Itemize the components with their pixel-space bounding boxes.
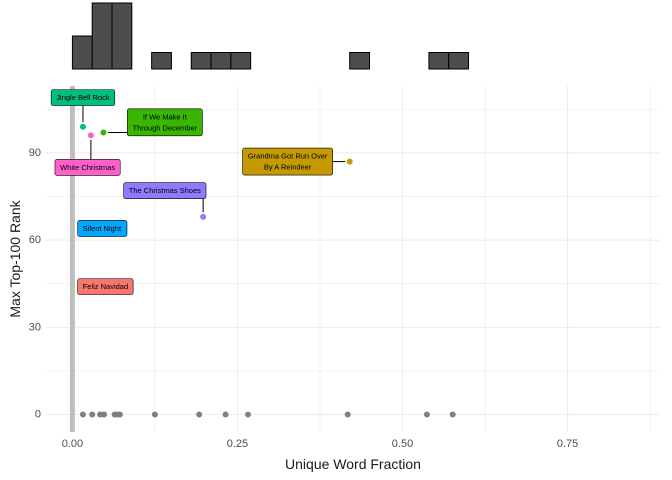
callout: White Christmas: [54, 139, 121, 176]
data-point: [449, 411, 456, 418]
callout-box: [77, 278, 134, 295]
data-point: [346, 158, 353, 165]
x-tick-label: 0.75: [557, 438, 578, 450]
callout-label-text: By A Reindeer: [264, 163, 312, 172]
top-histogram: [71, 2, 470, 70]
histogram-bar: [71, 35, 93, 70]
callout-label-text: If We Make It: [143, 112, 188, 121]
callout-label-text: Feliz Navidad: [83, 282, 128, 291]
callout-label-text: The Christmas Shoes: [129, 186, 201, 195]
x-tick-label: 0.25: [227, 438, 248, 450]
song-callouts: Feliz Navidad Silent Night White Christmas…: [50, 89, 346, 295]
y-tick-label: 90: [29, 147, 41, 159]
histogram-bar: [428, 52, 450, 70]
callout-label-text: Jingle Bell Rock: [56, 93, 110, 102]
callout-label-text: Grandma Got Run Over: [248, 152, 328, 161]
data-point: [151, 411, 158, 418]
callout: The Christmas Shoes: [123, 182, 207, 213]
data-point: [79, 411, 86, 418]
x-tick-label: 0.00: [62, 438, 83, 450]
callout: Feliz Navidad: [77, 278, 134, 295]
y-axis-title: Max Top-100 Rank: [7, 199, 23, 317]
histogram-bar: [210, 52, 232, 70]
callout-box: [123, 182, 207, 199]
data-point: [222, 411, 229, 418]
callout: Grandma Got Run Over By A Reindeer: [242, 147, 346, 176]
callout-box: [242, 147, 333, 176]
data-point: [344, 411, 351, 418]
data-point: [100, 129, 107, 136]
histogram-bar: [91, 2, 113, 70]
callout-box: [126, 108, 203, 137]
x-axis-title: Unique Word Fraction: [285, 456, 421, 472]
data-point: [79, 123, 86, 130]
callout-box: [50, 89, 116, 106]
data-point: [196, 411, 203, 418]
callout: Jingle Bell Rock: [50, 89, 116, 123]
histogram-bar: [230, 52, 252, 70]
histogram-bar: [151, 52, 172, 70]
callout-label-text: Silent Night: [83, 224, 122, 233]
gridlines: [46, 86, 660, 432]
histogram-bar: [111, 2, 133, 70]
y-tick-label: 30: [29, 321, 41, 333]
data-point: [87, 132, 94, 139]
histogram-bar: [448, 52, 470, 70]
y-tick-label: 60: [29, 234, 41, 246]
callout-label-text: Through December: [133, 123, 198, 132]
histogram-bar: [190, 52, 212, 70]
callout-label-text: White Christmas: [60, 163, 115, 172]
callout: Silent Night: [77, 220, 128, 237]
data-point: [245, 411, 252, 418]
data-point: [101, 411, 108, 418]
data-point: [200, 213, 207, 220]
x-tick-label: 0.50: [392, 438, 413, 450]
data-point: [89, 411, 96, 418]
callout: If We Make It Through December: [107, 108, 203, 137]
data-point: [116, 411, 123, 418]
histogram-bar: [349, 52, 371, 70]
axis-ticks: 0.00 0.25 0.50 0.75 0 30 60 90: [29, 147, 579, 450]
callout-box: [54, 159, 121, 176]
data-point: [423, 411, 430, 418]
y-tick-label: 0: [35, 409, 41, 421]
callout-box: [77, 220, 128, 237]
